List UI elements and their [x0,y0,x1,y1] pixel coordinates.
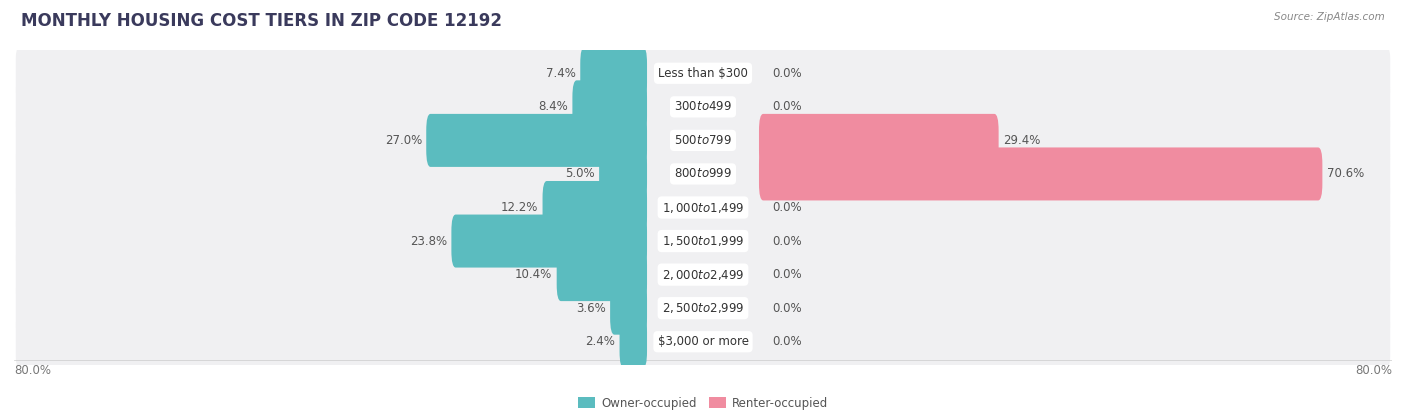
FancyBboxPatch shape [581,47,647,100]
FancyBboxPatch shape [610,282,647,334]
Text: $1,500 to $1,999: $1,500 to $1,999 [662,234,744,248]
Text: MONTHLY HOUSING COST TIERS IN ZIP CODE 12192: MONTHLY HOUSING COST TIERS IN ZIP CODE 1… [21,12,502,30]
Text: $2,000 to $2,499: $2,000 to $2,499 [662,268,744,282]
Text: 0.0%: 0.0% [772,302,801,315]
FancyBboxPatch shape [451,215,647,268]
Text: 23.8%: 23.8% [411,234,447,248]
FancyBboxPatch shape [426,114,647,167]
FancyBboxPatch shape [557,248,647,301]
Text: 0.0%: 0.0% [772,335,801,348]
Text: 5.0%: 5.0% [565,167,595,181]
FancyBboxPatch shape [15,283,1391,333]
FancyBboxPatch shape [15,149,1391,199]
Text: 0.0%: 0.0% [772,201,801,214]
Text: 80.0%: 80.0% [14,364,51,376]
Text: 2.4%: 2.4% [585,335,616,348]
Text: $800 to $999: $800 to $999 [673,167,733,181]
Text: $3,000 or more: $3,000 or more [658,335,748,348]
Text: 0.0%: 0.0% [772,234,801,248]
FancyBboxPatch shape [15,250,1391,300]
FancyBboxPatch shape [599,147,647,200]
FancyBboxPatch shape [15,115,1391,165]
Text: Less than $300: Less than $300 [658,67,748,80]
Legend: Owner-occupied, Renter-occupied: Owner-occupied, Renter-occupied [578,397,828,410]
Text: $300 to $499: $300 to $499 [673,100,733,113]
FancyBboxPatch shape [759,114,998,167]
Text: $1,000 to $1,499: $1,000 to $1,499 [662,200,744,215]
Text: 27.0%: 27.0% [385,134,422,147]
Text: 29.4%: 29.4% [1002,134,1040,147]
Text: 3.6%: 3.6% [576,302,606,315]
Text: $2,500 to $2,999: $2,500 to $2,999 [662,301,744,315]
Text: 0.0%: 0.0% [772,67,801,80]
Text: 80.0%: 80.0% [1355,364,1392,376]
FancyBboxPatch shape [759,147,1323,200]
Text: $500 to $799: $500 to $799 [673,134,733,147]
FancyBboxPatch shape [15,82,1391,132]
FancyBboxPatch shape [15,49,1391,98]
Text: 12.2%: 12.2% [501,201,538,214]
FancyBboxPatch shape [15,183,1391,232]
FancyBboxPatch shape [15,216,1391,266]
FancyBboxPatch shape [620,315,647,368]
Text: 0.0%: 0.0% [772,100,801,113]
FancyBboxPatch shape [572,81,647,133]
FancyBboxPatch shape [543,181,647,234]
Text: 7.4%: 7.4% [546,67,576,80]
Text: Source: ZipAtlas.com: Source: ZipAtlas.com [1274,12,1385,22]
FancyBboxPatch shape [15,317,1391,366]
Text: 8.4%: 8.4% [538,100,568,113]
Text: 0.0%: 0.0% [772,268,801,281]
Text: 10.4%: 10.4% [515,268,553,281]
Text: 70.6%: 70.6% [1327,167,1364,181]
